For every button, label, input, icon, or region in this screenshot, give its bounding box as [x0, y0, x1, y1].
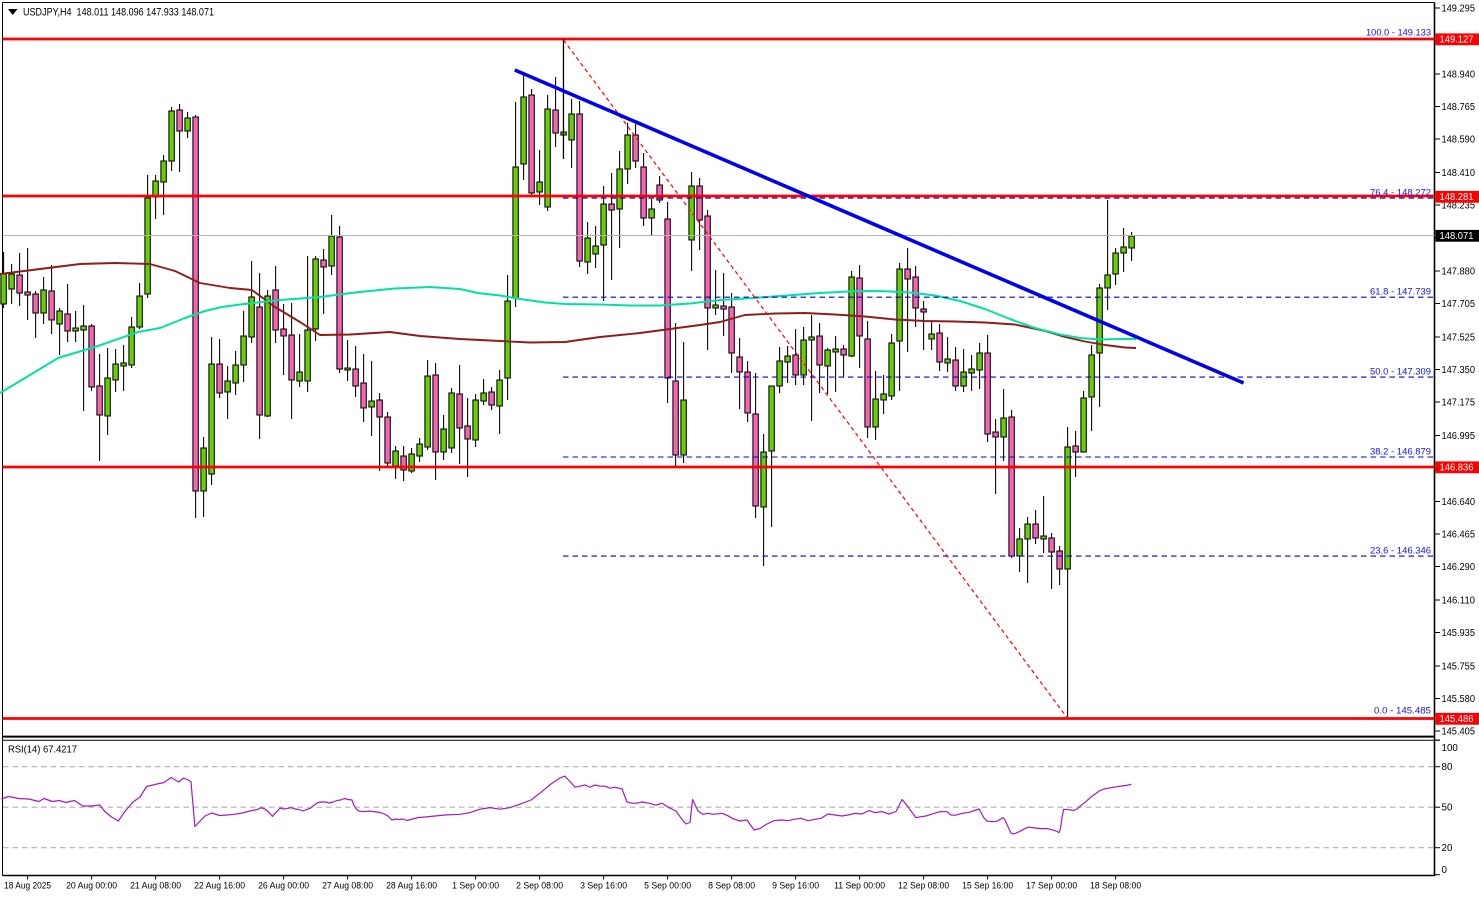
svg-text:100.0 - 149.133: 100.0 - 149.133: [1366, 27, 1431, 38]
svg-text:12 Sep 08:00: 12 Sep 08:00: [898, 881, 949, 892]
svg-text:26 Aug 00:00: 26 Aug 00:00: [258, 881, 309, 892]
svg-text:1 Sep 00:00: 1 Sep 00:00: [452, 881, 499, 892]
svg-text:17 Sep 00:00: 17 Sep 00:00: [1026, 881, 1077, 892]
svg-text:148.071: 148.071: [1440, 231, 1474, 242]
svg-text:21 Aug 08:00: 21 Aug 08:00: [130, 881, 181, 892]
svg-text:38.2 - 146.879: 38.2 - 146.879: [1370, 446, 1431, 457]
svg-text:146.640: 146.640: [1442, 497, 1476, 508]
svg-text:50.0 - 147.309: 50.0 - 147.309: [1370, 366, 1431, 377]
svg-text:148.590: 148.590: [1442, 134, 1476, 145]
svg-text:149.127: 149.127: [1440, 35, 1474, 46]
svg-text:11 Sep 00:00: 11 Sep 00:00: [834, 881, 885, 892]
svg-text:50: 50: [1442, 803, 1453, 814]
svg-text:146.290: 146.290: [1442, 562, 1476, 573]
svg-text:147.880: 147.880: [1442, 266, 1476, 277]
svg-text:18 Aug 2025: 18 Aug 2025: [4, 881, 51, 892]
svg-text:146.465: 146.465: [1442, 529, 1476, 540]
svg-text:148.765: 148.765: [1442, 102, 1476, 113]
svg-text:RSI(14) 67.4217: RSI(14) 67.4217: [8, 745, 77, 756]
svg-text:9 Sep 16:00: 9 Sep 16:00: [772, 881, 819, 892]
svg-text:147.525: 147.525: [1442, 332, 1476, 343]
svg-text:145.486: 145.486: [1440, 714, 1475, 725]
svg-text:145.405: 145.405: [1442, 726, 1476, 737]
svg-text:100: 100: [1442, 743, 1459, 754]
svg-text:3 Sep 16:00: 3 Sep 16:00: [580, 881, 627, 892]
svg-text:148.410: 148.410: [1442, 168, 1476, 179]
svg-text:2 Sep 08:00: 2 Sep 08:00: [516, 881, 563, 892]
svg-text:145.935: 145.935: [1442, 628, 1476, 639]
svg-text:145.755: 145.755: [1442, 661, 1476, 672]
svg-text:145.580: 145.580: [1442, 694, 1476, 705]
svg-text:15 Sep 16:00: 15 Sep 16:00: [962, 881, 1013, 892]
svg-text:20: 20: [1442, 843, 1453, 854]
svg-text:146.110: 146.110: [1442, 595, 1476, 606]
svg-text:5 Sep 00:00: 5 Sep 00:00: [644, 881, 691, 892]
svg-text:USDJPY,H4 148.011 148.096 147: USDJPY,H4 148.011 148.096 147.933 148.07…: [23, 7, 214, 19]
svg-text:20 Aug 00:00: 20 Aug 00:00: [66, 881, 117, 892]
svg-text:18 Sep 08:00: 18 Sep 08:00: [1090, 881, 1141, 892]
svg-text:22 Aug 16:00: 22 Aug 16:00: [194, 881, 245, 892]
svg-text:0: 0: [1442, 865, 1448, 876]
svg-text:80: 80: [1442, 762, 1453, 773]
svg-text:148.281: 148.281: [1440, 192, 1474, 203]
svg-text:147.350: 147.350: [1442, 365, 1476, 376]
svg-text:76.4 - 148.272: 76.4 - 148.272: [1370, 187, 1431, 198]
svg-text:61.8 - 147.739: 61.8 - 147.739: [1370, 286, 1431, 297]
svg-text:8 Sep 08:00: 8 Sep 08:00: [708, 881, 755, 892]
svg-text:27 Aug 08:00: 27 Aug 08:00: [322, 881, 373, 892]
svg-text:147.705: 147.705: [1442, 299, 1476, 310]
svg-text:0.0 - 145.485: 0.0 - 145.485: [1374, 705, 1431, 716]
svg-text:149.295: 149.295: [1442, 3, 1476, 14]
svg-text:23.6 - 146.346: 23.6 - 146.346: [1370, 545, 1431, 556]
svg-text:147.175: 147.175: [1442, 397, 1476, 408]
svg-text:28 Aug 16:00: 28 Aug 16:00: [386, 881, 437, 892]
svg-text:146.836: 146.836: [1440, 463, 1475, 474]
svg-text:148.940: 148.940: [1442, 69, 1476, 80]
svg-text:146.995: 146.995: [1442, 431, 1476, 442]
